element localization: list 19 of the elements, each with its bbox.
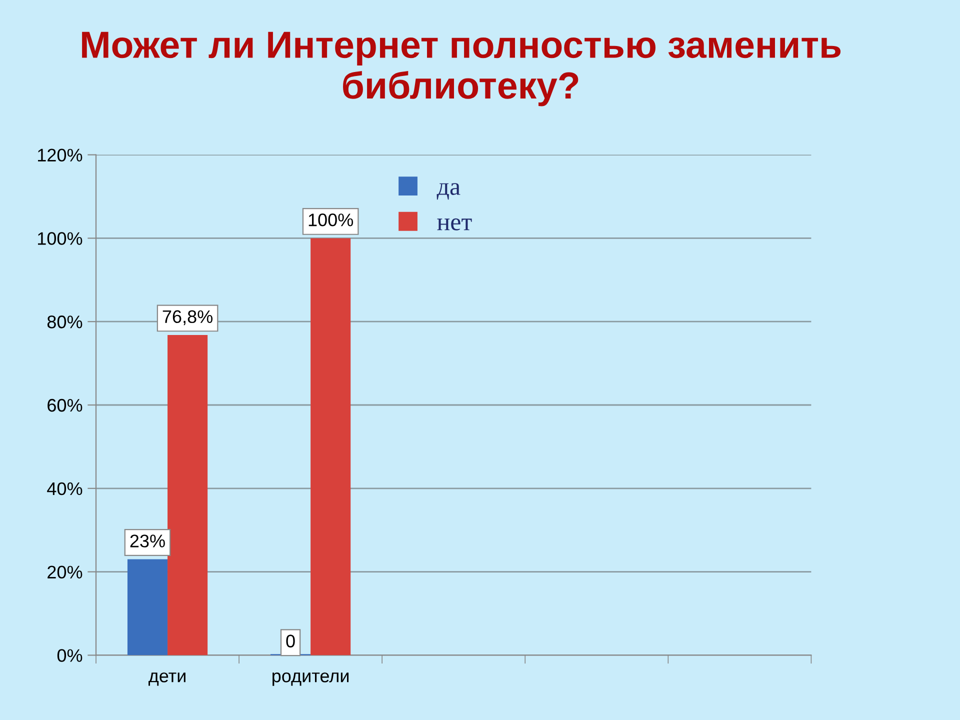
y-tick-label: 0%	[57, 649, 82, 662]
x-tick-label: дети	[148, 672, 186, 686]
y-tick-label: 80%	[47, 316, 82, 328]
y-tick-label: 20%	[48, 566, 82, 579]
bar	[310, 238, 351, 656]
y-tick-label: 60%	[48, 398, 82, 412]
bar	[127, 559, 168, 656]
y-tick-label: 120%	[38, 148, 82, 162]
x-tick-label: родители	[272, 672, 349, 686]
legend-label: нет	[437, 218, 472, 230]
y-tick-label: 40%	[47, 482, 82, 496]
data-label: 23%	[130, 534, 165, 548]
data-label: 0	[286, 634, 295, 648]
legend-label: да	[436, 183, 460, 200]
chart-title: Может ли Интернет полностью заменить библиотеку?	[82, 32, 841, 106]
data-label: 76,8%	[162, 310, 212, 326]
bar	[168, 334, 208, 656]
data-label: 100%	[308, 214, 354, 226]
y-tick-label: 100%	[38, 232, 82, 245]
